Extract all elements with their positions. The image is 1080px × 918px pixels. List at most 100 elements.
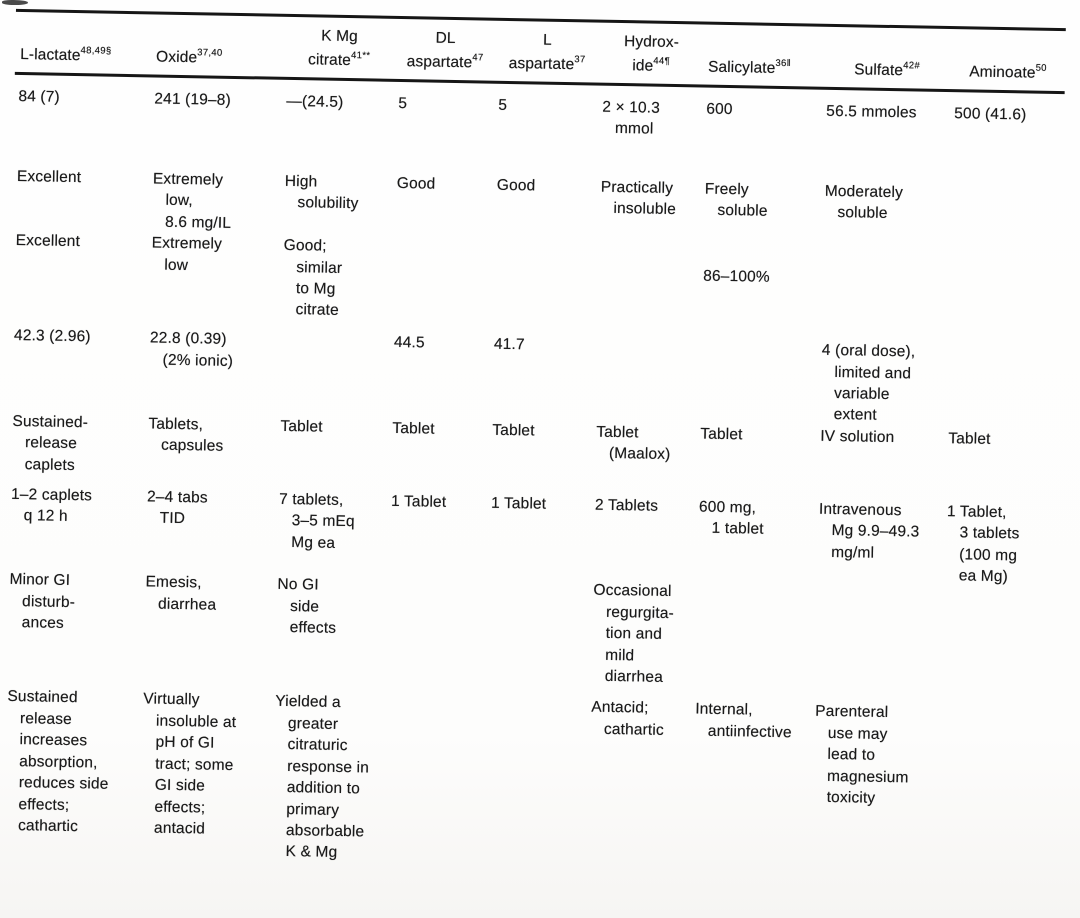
header-label: citrate41** (307, 49, 371, 70)
table-cell (390, 237, 492, 334)
mg-salts-comparison-table: L-lactate48,49§ Oxide37,40 K Mg citrate41… (0, 8, 1066, 886)
table-cell: 86–100% (703, 267, 770, 287)
table-cell: High solubility (284, 172, 359, 213)
table-cell (818, 245, 948, 342)
table-cell (939, 586, 1055, 705)
column-header-sulfate: Sulfate42# (823, 52, 952, 89)
footnote-marker: 37,40 (197, 47, 223, 59)
table-cell: Moderately soluble (824, 182, 904, 223)
table-cell (944, 342, 1060, 430)
table-cell: Good (396, 174, 436, 193)
footnote-marker: 44¶ (653, 55, 671, 67)
table-cell: Freely soluble (704, 180, 768, 221)
table-cell: Yielded a greater citraturic response in… (275, 693, 370, 862)
table-cell: 5 (498, 96, 508, 114)
header-label: Salicylate36‖ (707, 57, 791, 77)
column-header-aminoate: Aminoate50 (951, 54, 1066, 91)
table-cell: Antacid; cathartic (591, 699, 664, 739)
table-cell: Good (496, 176, 536, 195)
table-cell: 42.3 (2.96) (13, 327, 91, 346)
table-cell (697, 338, 819, 426)
table-cell: 1–2 caplets q 12 h (10, 485, 93, 526)
footnote-marker: 42# (903, 60, 921, 72)
column-header-l-lactate: L-lactate48,49§ (15, 37, 152, 75)
table-cell: 7 tablets, 3–5 mEq Mg ea (278, 490, 355, 552)
table-cell: Minor GI disturb- ances (9, 571, 76, 633)
header-label: aspartate37 (508, 54, 586, 74)
header-label: Aminoate50 (969, 62, 1047, 82)
header-line1: DL (435, 29, 456, 47)
table-cell: 5 (398, 94, 408, 113)
header-line1 (953, 58, 1063, 60)
table-cell: Tablet (948, 429, 991, 448)
table-cell (384, 576, 486, 695)
table-cell: Occasional regurgita- tion and mild diar… (593, 582, 675, 686)
table-cell: 44.5 (393, 334, 425, 352)
table-row-side-effects: Minor GI disturb- ances Emesis, diarrhea… (4, 569, 1056, 705)
column-header-dl-aspartate: DL aspartate47 (395, 24, 496, 81)
table-cell: Tablet (700, 425, 743, 444)
table-cell (380, 693, 483, 875)
table-cell: Sustained release increases absorption, … (7, 688, 109, 836)
table-cell (277, 330, 391, 418)
table-cell: Good; similar to Mg citrate (283, 237, 343, 320)
table-cell: Practically insoluble (600, 178, 677, 219)
table-cell: 600 (706, 100, 733, 119)
table-cell: 2 × 10.3 mmol (602, 98, 661, 139)
header-line1 (20, 41, 149, 43)
table-cell: Extremely low, 8.6 mg/IL (152, 170, 232, 232)
column-header-oxide: Oxide37,40 (151, 39, 284, 77)
header-line1 (708, 53, 821, 55)
footnote-marker: 41** (350, 49, 371, 62)
header-line1 (156, 43, 281, 45)
header-line1: Hydrox- (623, 32, 680, 51)
header-label: ide44¶ (632, 55, 671, 75)
table-cell: —(24.5) (286, 92, 344, 111)
table-cell: Emesis, diarrhea (145, 573, 217, 614)
table-cell: 56.5 mmoles (826, 102, 917, 122)
scan-artifact (2, 0, 28, 5)
header-label: aspartate47 (406, 52, 484, 72)
table-cell: 500 (41.6) (954, 105, 1027, 124)
table-cell (594, 241, 700, 338)
footnote-marker: 50 (1035, 62, 1047, 74)
table-cell: 22.8 (0.39) (2% ionic) (149, 329, 234, 370)
column-header-k-mg-citrate: K Mg citrate41** (283, 22, 396, 79)
table-cell: Tablet (Maalox) (596, 423, 671, 464)
table-cell: Tablet (280, 417, 323, 436)
table-cell: Tablets, capsules (148, 415, 224, 456)
header-label: Oxide37,40 (155, 47, 223, 67)
table-cell (593, 336, 699, 424)
table-cell: Extremely low (151, 234, 223, 274)
table-cell: Tablet (392, 419, 435, 438)
table-cell: Excellent (16, 167, 82, 187)
table-cell (480, 695, 587, 877)
table-cell: Internal, antiinfective (695, 700, 792, 742)
table-cell: 600 mg, 1 tablet (698, 498, 764, 538)
table-cell: 1 Tablet, 3 tablets (100 mg ea Mg) (946, 502, 1020, 586)
header-label: L-lactate48,49§ (20, 44, 112, 65)
footnote-marker: 36‖ (775, 57, 791, 69)
table-cell: 1 Tablet (390, 492, 447, 511)
table-sheet: L-lactate48,49§ Oxide37,40 K Mg citrate41… (0, 8, 1066, 886)
table-cell: 2 Tablets (594, 496, 659, 515)
table-cell (691, 582, 813, 701)
table-cell: Sustained- release caplets (12, 412, 89, 474)
table-cell: IV solution (820, 427, 895, 446)
table-row-comments: Sustained release increases absorption, … (0, 686, 1053, 885)
header-label: Sulfate42# (853, 60, 921, 80)
table-cell: Intravenous Mg 9.9–49.3 mg/ml (818, 500, 920, 562)
table-cell: Parenteral use may lead to magnesium tox… (815, 703, 909, 807)
table-cell: 84 (7) (18, 87, 60, 106)
header-line1: K Mg (321, 27, 358, 46)
table-cell: 41.7 (493, 335, 525, 354)
table-cell: 4 (oral dose), limited and variable exte… (821, 341, 916, 425)
table-cell (811, 584, 941, 703)
table-cell (484, 578, 590, 697)
table-cell: Excellent (15, 232, 81, 251)
table-cell (490, 239, 596, 336)
footnote-marker: 37 (574, 54, 586, 66)
header-line1: L (542, 31, 553, 49)
